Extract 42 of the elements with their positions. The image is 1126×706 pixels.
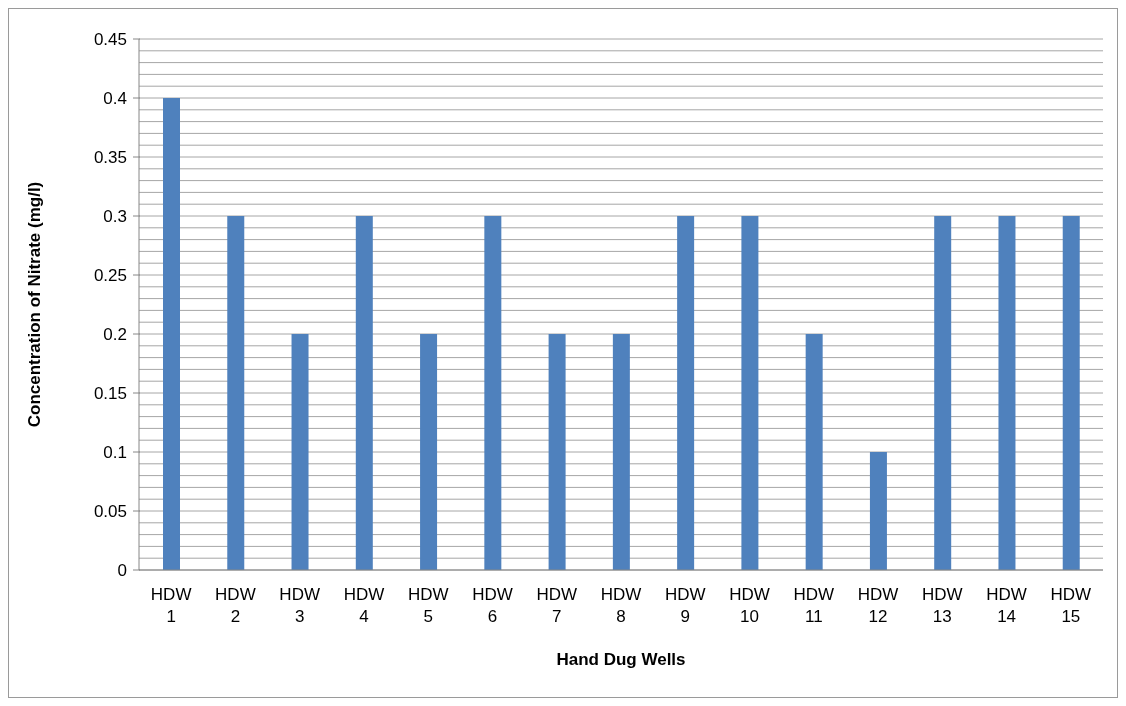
bar bbox=[677, 216, 695, 570]
y-tick-label: 0.35 bbox=[93, 148, 127, 167]
x-tick-label: HDW 2 bbox=[215, 585, 256, 626]
x-tick-label: HDW 12 bbox=[857, 585, 899, 626]
y-tick-label: 0.45 bbox=[93, 30, 127, 49]
x-tick-label: HDW 6 bbox=[472, 585, 513, 626]
bar bbox=[805, 334, 823, 570]
bar bbox=[869, 452, 887, 570]
y-tick-label: 0.25 bbox=[93, 266, 127, 285]
bar bbox=[163, 98, 180, 570]
bar bbox=[1062, 216, 1080, 570]
y-tick-label: 0.2 bbox=[103, 325, 127, 344]
x-tick-label: HDW 10 bbox=[729, 585, 770, 626]
bar bbox=[934, 216, 952, 570]
x-tick-label: HDW 1 bbox=[150, 585, 192, 626]
x-tick-label: HDW 7 bbox=[536, 585, 578, 626]
x-tick-label: HDW 3 bbox=[279, 585, 320, 626]
x-tick-label: HDW 15 bbox=[1050, 585, 1092, 626]
bar bbox=[227, 216, 245, 570]
y-tick-label: 0.05 bbox=[93, 502, 127, 521]
x-tick-label: HDW 11 bbox=[793, 585, 835, 626]
bar bbox=[484, 216, 502, 570]
x-tick-label: HDW 13 bbox=[922, 585, 963, 626]
bar bbox=[612, 334, 630, 570]
x-tick-label: HDW 14 bbox=[986, 585, 1027, 626]
x-tick-label: HDW 9 bbox=[664, 585, 706, 626]
x-tick-label: HDW 8 bbox=[600, 585, 642, 626]
bar bbox=[548, 334, 566, 570]
y-tick-label: 0.4 bbox=[103, 89, 127, 108]
y-axis-title: Concentration of Nitrate (mg/l) bbox=[25, 181, 45, 428]
y-tick-label: 0.15 bbox=[93, 384, 127, 403]
y-tick-label: 0 bbox=[117, 561, 127, 580]
x-tick-label: HDW 4 bbox=[343, 585, 385, 626]
y-tick-label: 0.1 bbox=[103, 443, 127, 462]
x-tick-label: HDW 5 bbox=[407, 585, 449, 626]
bar bbox=[291, 334, 309, 570]
x-axis-title: Hand Dug Wells bbox=[556, 650, 686, 669]
bar bbox=[741, 216, 759, 570]
bar bbox=[998, 216, 1016, 570]
y-tick-label: 0.3 bbox=[103, 207, 127, 226]
bar bbox=[420, 334, 438, 570]
bar bbox=[355, 216, 373, 570]
